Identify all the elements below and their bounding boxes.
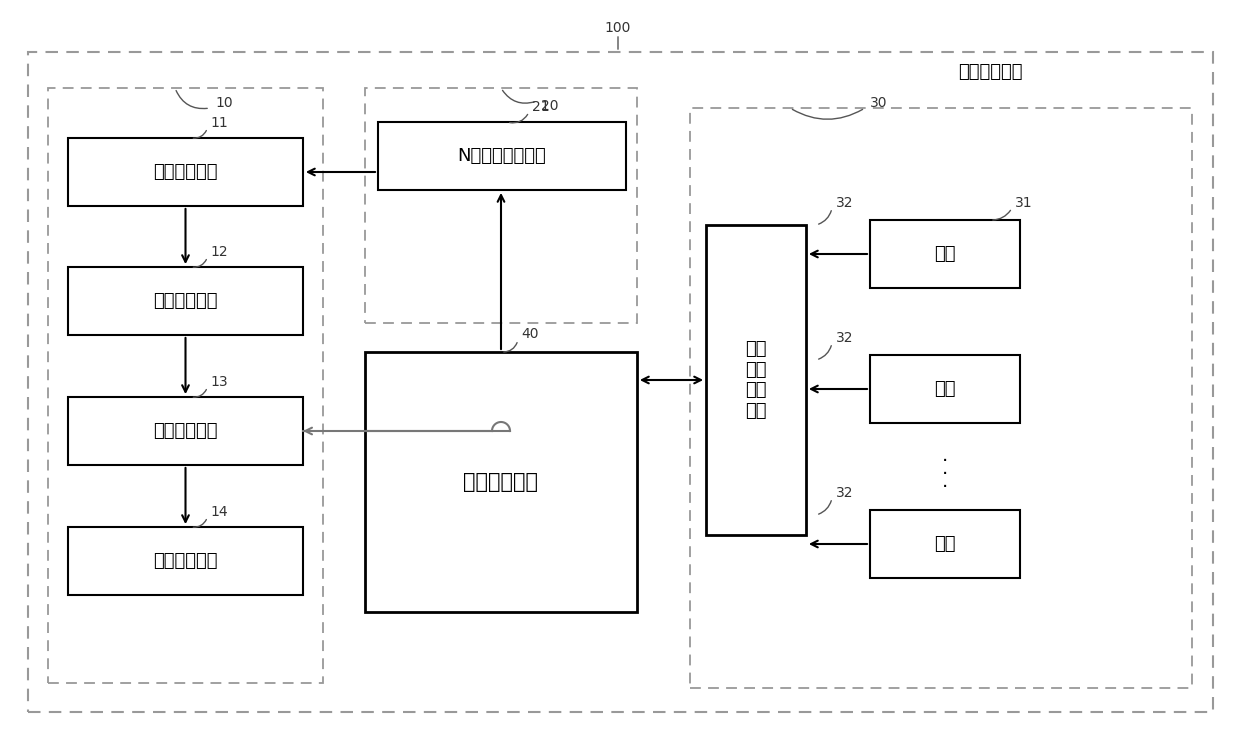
Text: ·: · xyxy=(942,465,948,484)
Text: 100: 100 xyxy=(605,21,631,35)
Bar xyxy=(690,108,1192,688)
Text: ·: · xyxy=(942,478,948,497)
Text: N模超声波换能器: N模超声波换能器 xyxy=(457,147,546,165)
Text: 电极: 电极 xyxy=(934,380,955,398)
Bar xyxy=(378,122,626,190)
Text: 30: 30 xyxy=(870,96,887,110)
Text: ·: · xyxy=(942,452,948,471)
Text: 10: 10 xyxy=(216,96,233,110)
Text: 电极: 电极 xyxy=(934,535,955,553)
Bar xyxy=(68,138,304,206)
Text: 14: 14 xyxy=(211,505,228,519)
Bar xyxy=(28,52,1213,712)
Text: 信号发射电路: 信号发射电路 xyxy=(154,163,218,181)
Text: 32: 32 xyxy=(836,331,854,345)
Text: 40: 40 xyxy=(522,327,539,341)
Bar xyxy=(870,220,1020,288)
Text: 11: 11 xyxy=(211,116,228,130)
Text: 功率放大电路: 功率放大电路 xyxy=(154,292,218,310)
Text: 21: 21 xyxy=(532,100,550,114)
Bar xyxy=(68,527,304,595)
Text: 超声治疗装置: 超声治疗装置 xyxy=(958,63,1022,81)
Bar xyxy=(706,225,807,535)
Text: 数据处理模块: 数据处理模块 xyxy=(463,472,539,492)
Text: 阻抗匹配电路: 阻抗匹配电路 xyxy=(154,552,218,570)
Bar xyxy=(68,397,304,465)
Bar xyxy=(48,88,323,683)
Text: 31: 31 xyxy=(1015,196,1032,210)
Text: 32: 32 xyxy=(836,486,854,500)
Bar xyxy=(870,510,1020,578)
Text: 20: 20 xyxy=(541,99,559,113)
Bar xyxy=(366,88,637,323)
Text: 脑电
波信
号采
集卡: 脑电 波信 号采 集卡 xyxy=(745,340,767,420)
Text: 电子相控电路: 电子相控电路 xyxy=(154,422,218,440)
Text: 12: 12 xyxy=(211,245,228,259)
Text: 13: 13 xyxy=(211,375,228,389)
Text: 电极: 电极 xyxy=(934,245,955,263)
Bar xyxy=(68,267,304,335)
Bar xyxy=(870,355,1020,423)
Text: 32: 32 xyxy=(836,196,854,210)
Bar xyxy=(366,352,637,612)
